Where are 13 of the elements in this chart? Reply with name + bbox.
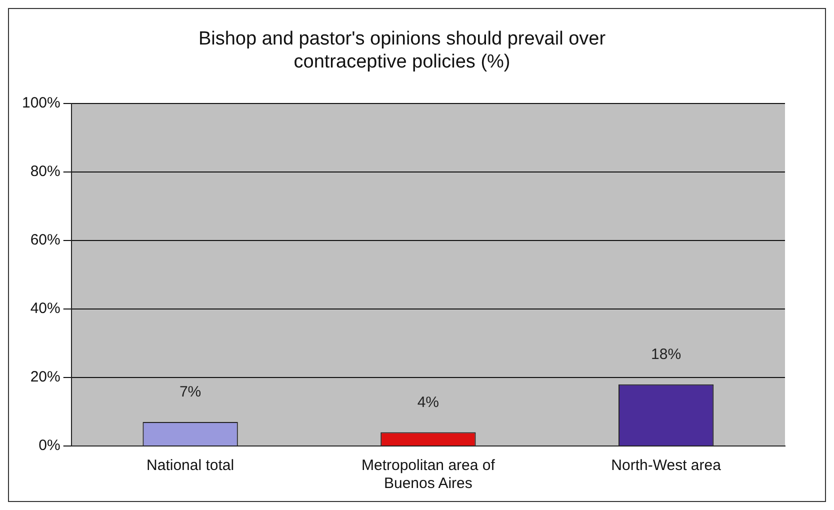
chart-title: Bishop and pastor's opinions should prevail over contraceptive policies (%): [198, 28, 606, 72]
y-tick-label: 60%: [30, 232, 60, 249]
y-tick-label: 40%: [30, 300, 60, 318]
y-tick-label: 80%: [30, 163, 60, 180]
x-tick-label: North-West area: [611, 457, 722, 474]
y-tick-label: 0%: [38, 437, 60, 454]
data-label: 4%: [417, 394, 440, 411]
y-tick-label: 20%: [30, 368, 60, 386]
x-tick-label: Metropolitan area of Buenos Aires: [361, 457, 496, 492]
y-tick-label: 100%: [22, 94, 60, 112]
x-tick-label: National total: [146, 457, 234, 474]
data-label: 7%: [179, 384, 202, 401]
data-label: 18%: [651, 346, 682, 364]
